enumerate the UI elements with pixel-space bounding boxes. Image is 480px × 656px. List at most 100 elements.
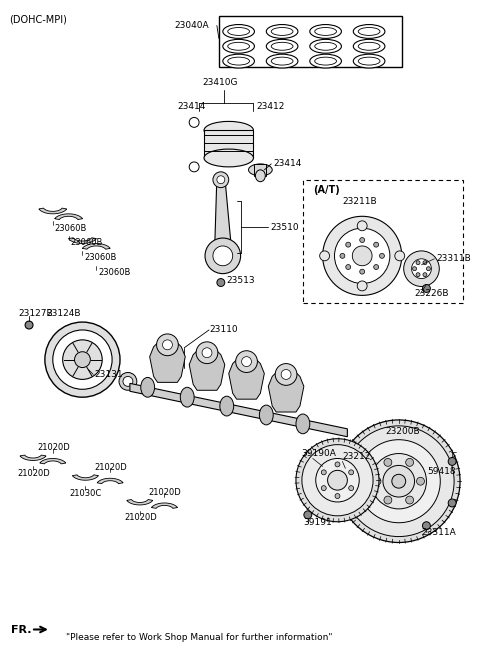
Circle shape <box>374 264 379 270</box>
Circle shape <box>448 499 456 507</box>
Polygon shape <box>83 243 110 249</box>
Text: 23311B: 23311B <box>436 255 471 263</box>
Circle shape <box>63 340 102 379</box>
Ellipse shape <box>310 24 341 38</box>
Ellipse shape <box>271 28 293 35</box>
Polygon shape <box>268 373 304 412</box>
Circle shape <box>205 238 240 274</box>
Text: (DOHC-MPI): (DOHC-MPI) <box>9 14 67 24</box>
Circle shape <box>337 420 460 543</box>
Circle shape <box>321 485 326 491</box>
Circle shape <box>340 253 345 258</box>
Polygon shape <box>69 237 96 243</box>
Text: 21020D: 21020D <box>94 463 127 472</box>
Circle shape <box>335 462 340 467</box>
Circle shape <box>352 246 372 266</box>
Ellipse shape <box>223 54 254 68</box>
Ellipse shape <box>353 39 385 53</box>
Circle shape <box>302 445 373 516</box>
Circle shape <box>395 251 405 261</box>
Circle shape <box>335 493 340 499</box>
Circle shape <box>189 117 199 127</box>
Ellipse shape <box>358 28 380 35</box>
Circle shape <box>163 340 172 350</box>
Circle shape <box>348 470 354 475</box>
Circle shape <box>346 264 351 270</box>
Text: 23226B: 23226B <box>415 289 449 298</box>
Text: 23060B: 23060B <box>71 239 103 247</box>
Circle shape <box>360 269 365 274</box>
Circle shape <box>357 440 440 523</box>
Ellipse shape <box>315 43 336 51</box>
Ellipse shape <box>296 414 310 434</box>
Text: 23513: 23513 <box>227 276 255 285</box>
Ellipse shape <box>353 54 385 68</box>
Ellipse shape <box>223 24 254 38</box>
Circle shape <box>296 439 379 522</box>
Ellipse shape <box>204 149 253 167</box>
Circle shape <box>374 242 379 247</box>
Text: 21020D: 21020D <box>149 487 181 497</box>
Circle shape <box>392 474 406 488</box>
Circle shape <box>316 459 359 502</box>
Text: FR.: FR. <box>11 625 32 636</box>
Circle shape <box>404 251 439 287</box>
Text: 23127B: 23127B <box>18 309 53 318</box>
Circle shape <box>371 453 426 509</box>
Polygon shape <box>215 176 231 249</box>
Ellipse shape <box>255 170 265 182</box>
Circle shape <box>380 253 384 258</box>
Circle shape <box>406 459 414 466</box>
Text: 21020D: 21020D <box>37 443 70 452</box>
Ellipse shape <box>266 54 298 68</box>
Ellipse shape <box>358 57 380 65</box>
Polygon shape <box>40 459 66 464</box>
Circle shape <box>412 259 432 279</box>
Text: 23200B: 23200B <box>385 427 420 436</box>
Polygon shape <box>39 208 67 214</box>
Circle shape <box>217 279 225 287</box>
Circle shape <box>119 373 137 390</box>
Ellipse shape <box>204 121 253 139</box>
Circle shape <box>348 485 354 491</box>
Circle shape <box>343 426 454 537</box>
Polygon shape <box>229 359 264 399</box>
Text: 21030C: 21030C <box>70 489 102 498</box>
Circle shape <box>53 330 112 389</box>
Circle shape <box>384 459 392 466</box>
Text: 59418: 59418 <box>428 467 456 476</box>
Circle shape <box>422 285 431 293</box>
Ellipse shape <box>310 54 341 68</box>
Circle shape <box>213 172 229 188</box>
Circle shape <box>156 334 179 356</box>
Text: 23414: 23414 <box>273 159 301 169</box>
Ellipse shape <box>310 39 341 53</box>
Text: 23131: 23131 <box>94 370 123 379</box>
Polygon shape <box>150 343 185 382</box>
Text: 21020D: 21020D <box>17 469 50 478</box>
Text: 23060B: 23060B <box>55 224 87 233</box>
Circle shape <box>202 348 212 358</box>
Bar <box>303 180 463 303</box>
Circle shape <box>335 228 390 283</box>
Text: (A/T): (A/T) <box>313 184 339 195</box>
Circle shape <box>25 321 33 329</box>
Text: 23040A: 23040A <box>174 21 209 30</box>
Circle shape <box>413 267 417 271</box>
Circle shape <box>275 363 297 385</box>
Text: 39191: 39191 <box>303 518 332 527</box>
Bar <box>204 131 253 158</box>
Circle shape <box>189 162 199 172</box>
Ellipse shape <box>358 43 380 51</box>
Text: 23414: 23414 <box>177 102 206 111</box>
Circle shape <box>217 176 225 184</box>
Circle shape <box>327 470 348 490</box>
Circle shape <box>416 260 420 264</box>
Ellipse shape <box>180 387 194 407</box>
Ellipse shape <box>266 24 298 38</box>
Circle shape <box>406 496 414 504</box>
Ellipse shape <box>266 39 298 53</box>
Circle shape <box>373 478 381 485</box>
Text: 39190A: 39190A <box>301 449 336 458</box>
Circle shape <box>74 352 90 367</box>
